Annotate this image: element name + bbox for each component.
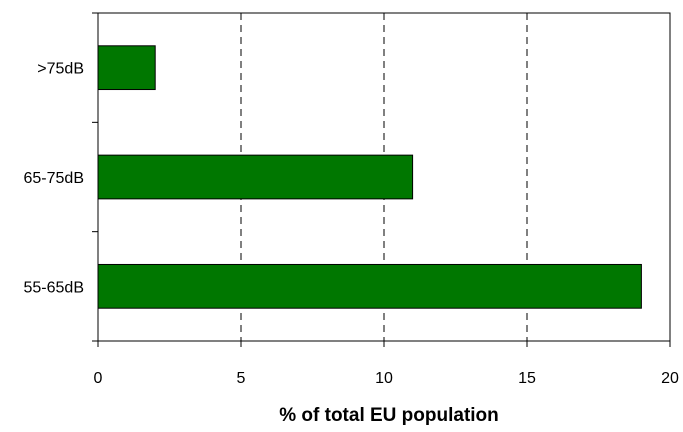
x-tick-label: 20 — [661, 370, 679, 387]
bar — [97, 263, 642, 309]
x-tick-label: 5 — [237, 370, 246, 387]
category-label: >75dB — [37, 61, 84, 78]
category-label: 65-75dB — [24, 170, 85, 187]
category-label: 55-65dB — [24, 279, 85, 296]
x-axis-title: % of total EU population — [279, 405, 499, 426]
x-tick-label: 0 — [94, 370, 103, 387]
x-tick-label: 15 — [518, 370, 536, 387]
bar — [97, 45, 156, 91]
x-tick-labels: 0 5 10 15 20 — [94, 370, 679, 387]
x-tick-label: 10 — [375, 370, 393, 387]
axes — [92, 12, 671, 347]
bar — [97, 154, 414, 200]
vertical-gridlines — [240, 13, 528, 341]
bars — [97, 45, 642, 309]
category-labels: >75dB 65-75dB 55-65dB — [24, 61, 85, 297]
